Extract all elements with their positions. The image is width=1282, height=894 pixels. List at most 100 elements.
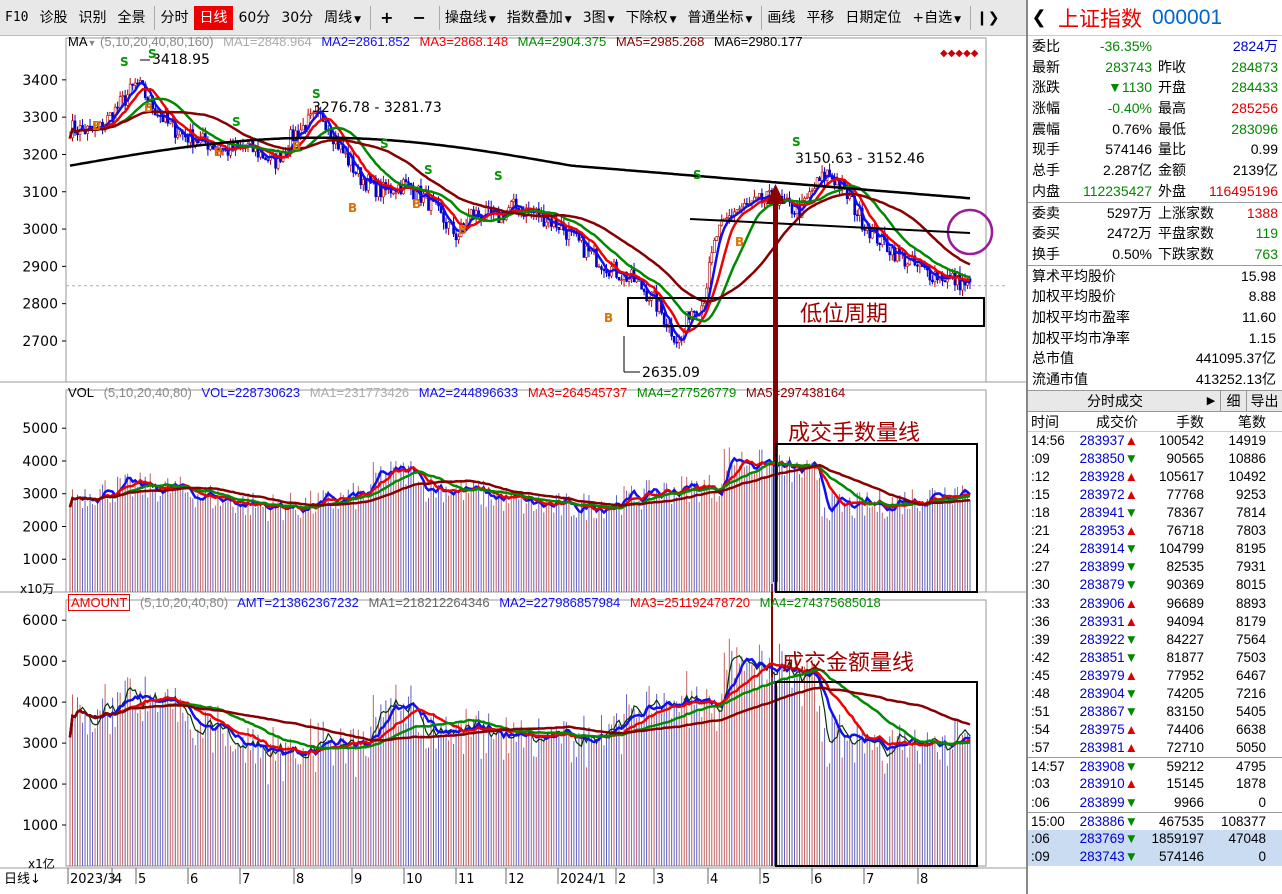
trade-time: :48 bbox=[1031, 686, 1050, 701]
trade-row[interactable]: :42 283851▼ 81877 7503 bbox=[1028, 649, 1282, 667]
candle-body bbox=[354, 172, 358, 174]
trades-list[interactable]: 14:56 283937▲ 100542 14919:09 283850▼ 90565 10… bbox=[1028, 432, 1282, 866]
candle-body bbox=[156, 114, 160, 117]
trade-direction-icon: ▲ bbox=[1124, 722, 1138, 738]
trade-row[interactable]: :15 283972▲ 77768 9253 bbox=[1028, 486, 1282, 504]
quote-value: 574146 bbox=[1105, 141, 1152, 158]
quote-key: 委买 bbox=[1032, 225, 1060, 242]
trade-row[interactable]: :51 283867▼ 83150 5405 bbox=[1028, 703, 1282, 721]
tab-arrow-icon[interactable]: ▶ bbox=[1206, 395, 1216, 408]
candle-body bbox=[818, 177, 821, 181]
vol-indicator-name[interactable]: VOL bbox=[68, 385, 95, 400]
tab-tick-trades[interactable]: 分时成交 bbox=[1087, 392, 1143, 409]
toolbar-btn-2[interactable]: 识别 bbox=[73, 6, 112, 30]
toolbar-label: 30分 bbox=[281, 9, 314, 26]
toolbar-btn-1[interactable]: 诊股 bbox=[34, 6, 73, 30]
toolbar-btn-20[interactable]: ❙❯ bbox=[970, 5, 1005, 30]
trade-direction-icon: ▼ bbox=[1124, 759, 1138, 775]
vol-ma40-line bbox=[68, 463, 971, 508]
trade-row[interactable]: :57 283981▲ 72710 5050 bbox=[1028, 739, 1282, 757]
trade-price-value: 283972 bbox=[1079, 486, 1125, 502]
quote-value: 0.99 bbox=[1250, 141, 1278, 158]
trade-row[interactable]: :06 283769▼ 1859197 47048 bbox=[1028, 829, 1282, 848]
trade-row[interactable]: :54 283975▲ 74406 6638 bbox=[1028, 721, 1282, 739]
toolbar-btn-15[interactable]: 普通坐标 ▼ bbox=[682, 6, 758, 30]
quote-row: 现手 574146 量比 0.99 bbox=[1028, 139, 1282, 160]
export-button[interactable]: 导出 bbox=[1246, 390, 1282, 411]
quote-key: 震幅 bbox=[1032, 120, 1060, 137]
trade-count: 108377 bbox=[1220, 813, 1266, 829]
candle-body bbox=[712, 240, 716, 254]
toolbar-btn-4[interactable]: 分时 bbox=[154, 5, 194, 30]
trade-time: :33 bbox=[1031, 595, 1050, 611]
trade-row[interactable]: :27 283899▼ 82535 7931 bbox=[1028, 558, 1282, 576]
trade-row[interactable]: :39 283922▼ 84227 7564 bbox=[1028, 631, 1282, 649]
trade-count: 14919 bbox=[1228, 432, 1266, 448]
toolbar-btn-9[interactable]: + bbox=[370, 5, 403, 30]
quote-value: -0.40% bbox=[1107, 100, 1152, 117]
amt-ma4-value: MA4=274375685018 bbox=[759, 595, 881, 610]
candle-body bbox=[314, 111, 317, 114]
quote-row: 内盘 112235427 外盘 116495196 bbox=[1028, 181, 1282, 202]
candle-body bbox=[567, 228, 571, 240]
x-tick-label: 12 bbox=[508, 872, 525, 887]
x-tick-label: 7 bbox=[866, 872, 874, 887]
amount-indicator-name[interactable]: AMOUNT bbox=[68, 594, 131, 611]
candle-body bbox=[161, 115, 165, 123]
candle-body bbox=[906, 263, 909, 267]
period-label: 日线↓ bbox=[4, 872, 41, 887]
trade-row[interactable]: :09 283743▼ 574146 0 bbox=[1028, 847, 1282, 866]
toolbar-btn-11[interactable]: 操盘线 ▼ bbox=[438, 5, 502, 30]
volume-annotation: 成交手数量线 bbox=[788, 421, 920, 446]
kline-chart[interactable]: 3400 3300 3200 3100 3000 2900 2800 2700 3418.95 3… bbox=[0, 36, 1026, 894]
toolbar-btn-8[interactable]: 周线 ▼ bbox=[319, 6, 367, 30]
toolbar-btn-7[interactable]: 30分 bbox=[276, 6, 319, 30]
trade-row[interactable]: 14:56 283937▲ 100542 14919 bbox=[1028, 432, 1282, 450]
toolbar-btn-19[interactable]: +自选 ▼ bbox=[907, 6, 967, 30]
trade-row[interactable]: :12 283928▲ 105617 10492 bbox=[1028, 468, 1282, 486]
toolbar-btn-6[interactable]: 60分 bbox=[233, 6, 276, 30]
kline-chart-area[interactable]: 3400 3300 3200 3100 3000 2900 2800 2700 3418.95 3… bbox=[0, 34, 1026, 894]
toolbar-btn-16[interactable]: 画线 bbox=[761, 5, 801, 30]
detail-button[interactable]: 细 bbox=[1220, 390, 1246, 411]
toolbar-btn-12[interactable]: 指数叠加 ▼ bbox=[502, 6, 578, 30]
x-tick-label: 2023/3 bbox=[70, 872, 116, 887]
trade-row[interactable]: :06 283899▼ 9966 0 bbox=[1028, 794, 1282, 812]
trade-row[interactable]: :09 283850▼ 90565 10886 bbox=[1028, 450, 1282, 468]
trade-row[interactable]: :36 283931▲ 94094 8179 bbox=[1028, 613, 1282, 631]
ma5-value: MA5=2985.268 bbox=[615, 34, 705, 49]
quote-key: 最高 bbox=[1158, 100, 1186, 117]
toolbar-btn-5[interactable]: 日线 bbox=[194, 5, 234, 30]
quote-row: 换手 0.50% 下跌家数 763 bbox=[1028, 244, 1282, 265]
toolbar-btn-13[interactable]: 3图 ▼ bbox=[578, 6, 621, 30]
toolbar-btn-17[interactable]: 平移 bbox=[801, 6, 840, 30]
trade-row[interactable]: :03 283910▲ 15145 1878 bbox=[1028, 775, 1282, 793]
volume-box bbox=[775, 443, 978, 593]
trade-row[interactable]: :18 283941▼ 78367 7814 bbox=[1028, 504, 1282, 522]
toolbar-btn-14[interactable]: 下除权 ▼ bbox=[621, 6, 683, 30]
trade-row[interactable]: :33 283906▲ 96689 8893 bbox=[1028, 595, 1282, 613]
toolbar-btn-3[interactable]: 全景 bbox=[112, 6, 151, 30]
toolbar-label: 识别 bbox=[78, 9, 107, 26]
candle-body bbox=[655, 291, 658, 312]
candle-body bbox=[512, 198, 516, 202]
toolbar-btn-10[interactable]: − bbox=[403, 6, 435, 30]
toolbar-btn-18[interactable]: 日期定位 bbox=[840, 6, 907, 30]
candle-body bbox=[507, 207, 511, 212]
ma-indicator-name[interactable]: MA bbox=[68, 34, 88, 49]
trade-row[interactable]: :21 283953▲ 76718 7803 bbox=[1028, 522, 1282, 540]
trade-row[interactable]: 14:57 283908▼ 59212 4795 bbox=[1028, 757, 1282, 775]
quote-value: 119 bbox=[1255, 225, 1278, 242]
trade-volume: 574146 bbox=[1158, 848, 1204, 864]
trade-row[interactable]: :24 283914▼ 104799 8195 bbox=[1028, 540, 1282, 558]
trade-row[interactable]: :48 283904▼ 74205 7216 bbox=[1028, 685, 1282, 703]
trades-header: 时间 成交价 手数 笔数 bbox=[1028, 412, 1282, 432]
trade-row[interactable]: :30 283879▼ 90369 8015 bbox=[1028, 576, 1282, 594]
vol-ma3-value: MA3=264545737 bbox=[527, 385, 628, 400]
trade-row[interactable]: 15:00 283886▼ 467535 108377 bbox=[1028, 811, 1282, 830]
candle-body bbox=[735, 209, 739, 213]
toolbar-btn-0[interactable]: F10 bbox=[0, 6, 34, 30]
prev-stock-icon[interactable]: ❮ bbox=[1031, 7, 1047, 27]
candle-body bbox=[514, 198, 518, 209]
trade-row[interactable]: :45 283979▲ 77952 6467 bbox=[1028, 667, 1282, 685]
